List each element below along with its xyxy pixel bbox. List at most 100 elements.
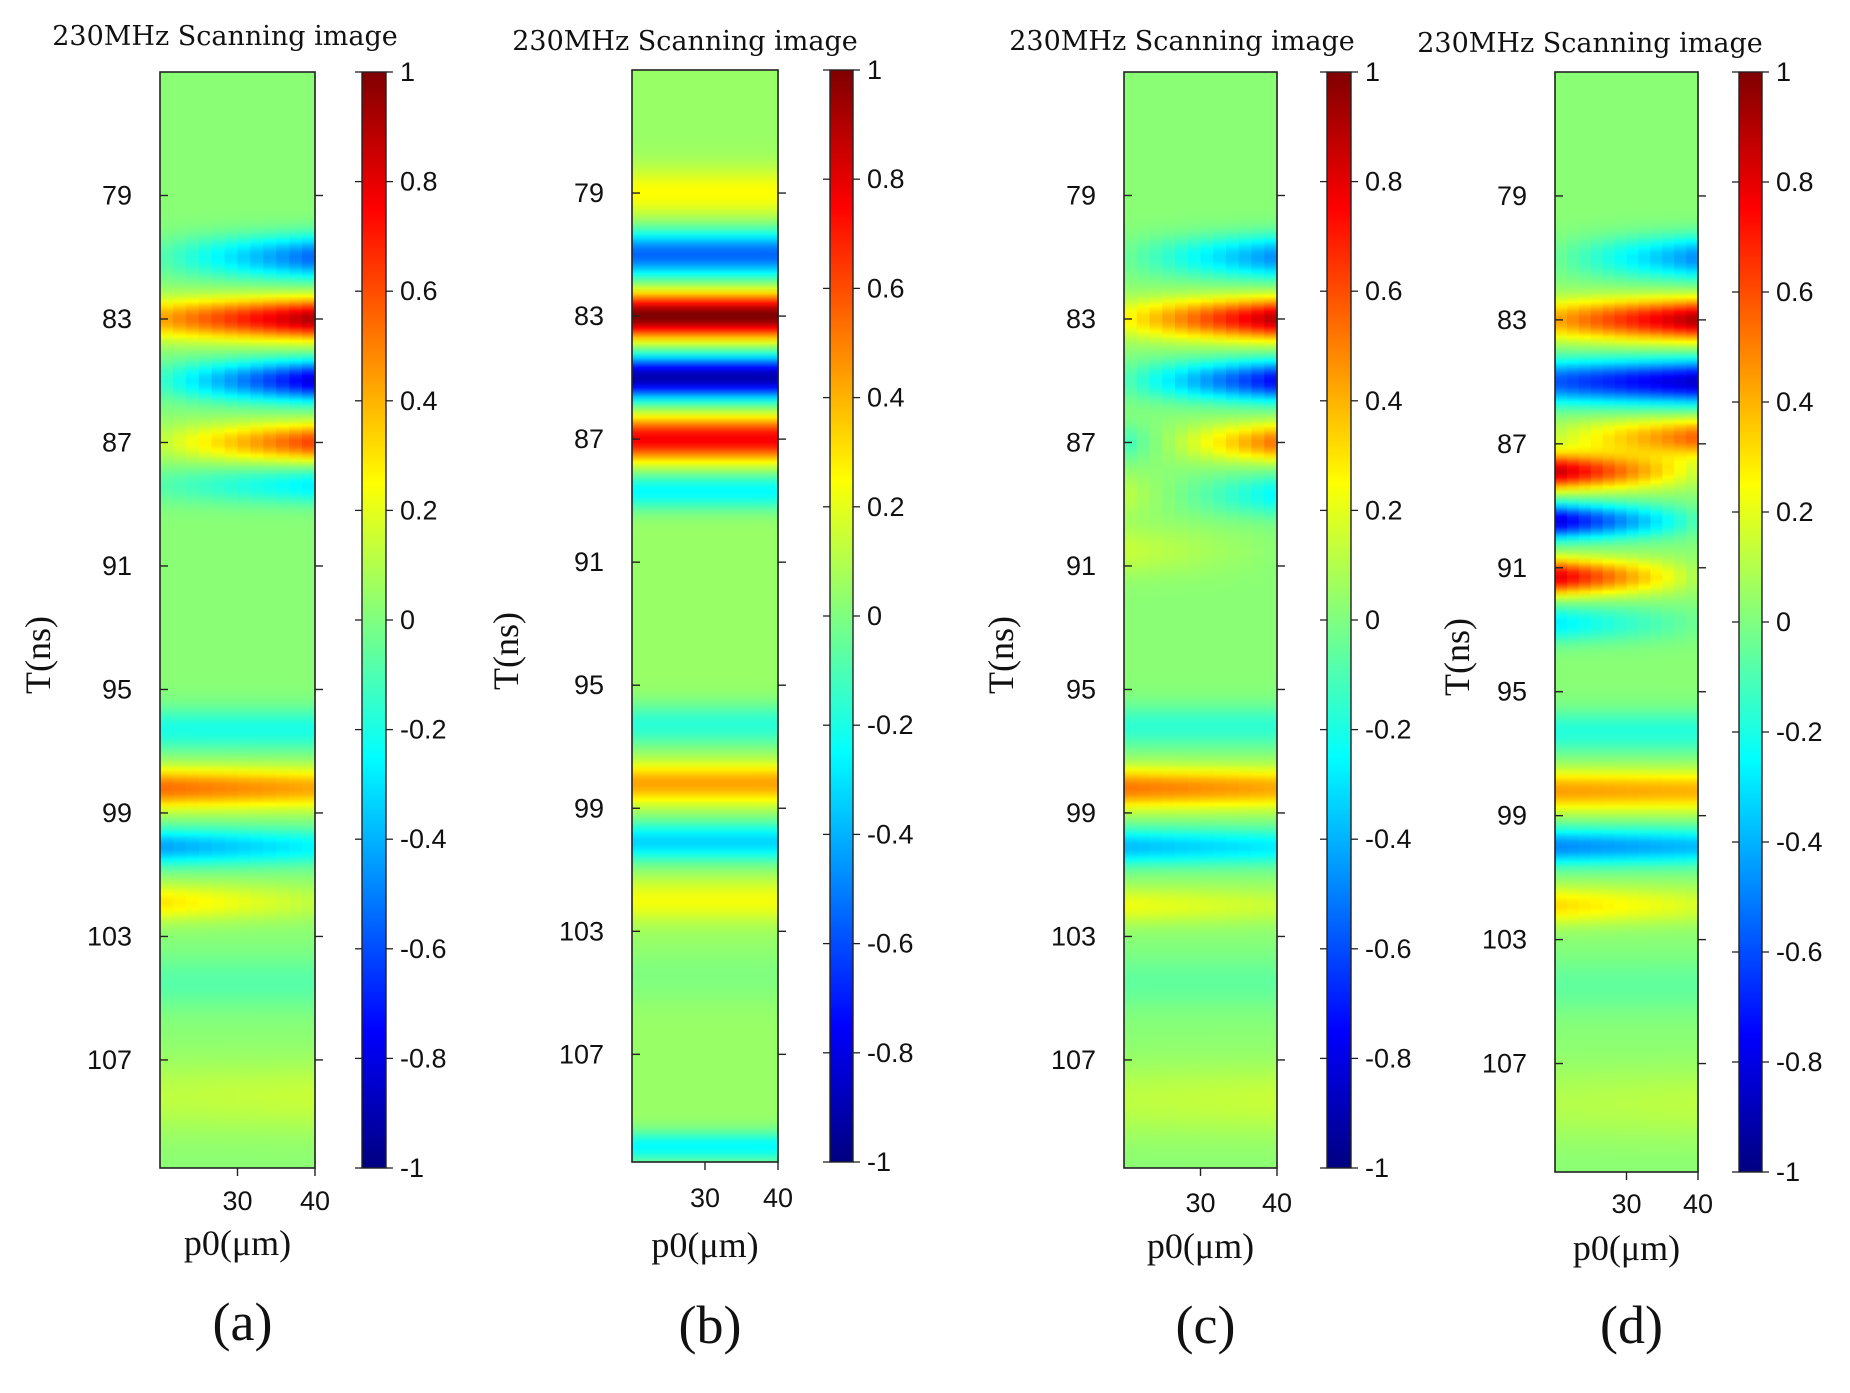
heatmap-column [250,72,265,1168]
colorbar-gradient [1326,71,1352,1169]
heatmap-column [1686,72,1699,1172]
colorbar-gradient [361,71,387,1169]
heatmap-column [1602,72,1616,1172]
colorbar-tick-label: 0.4 [867,383,905,413]
y-axis-label: T(ns) [486,612,526,690]
heatmap-column [1626,72,1640,1172]
heatmap-column [680,70,694,1162]
colorbar-tick-label: 0 [867,601,882,631]
heatmap-column [160,72,174,1168]
heatmap-column [717,70,731,1162]
chart-title: 230MHz Scanning image [1417,28,1763,59]
colorbar-tick-label: -0.6 [1776,937,1823,967]
panel-d: 230MHz Scanning image 79 83 87 91 95 99 103 107 3… [1417,28,1822,1355]
colorbar-tick-label: 0 [400,605,415,635]
colorbar-tick-label: 0 [1776,607,1791,637]
heatmap-column [1226,72,1240,1168]
heatmap-column [237,72,252,1168]
colorbar-gradient [829,69,854,1163]
heatmap-column [1578,72,1592,1172]
heatmap-column [1200,72,1215,1168]
heatmap-column [741,70,755,1162]
heatmap-column [644,70,658,1162]
x-axis-label: p0(μm) [184,1223,291,1263]
panel-a: 230MHz Scanning image 79 83 87 91 95 99 103 107 3… [18,21,447,1352]
heatmap-column [1162,72,1176,1168]
y-tick-label: 87 [574,424,604,454]
x-tick-label: 40 [1683,1189,1713,1219]
y-axis-label: T(ns) [981,616,1021,694]
heatmap-column [1187,72,1202,1168]
heatmap-column [632,70,645,1162]
x-axis: 30 40 [222,1168,330,1216]
chart-title: 230MHz Scanning image [52,21,398,52]
colorbar: 1 0.8 0.6 0.4 0.2 0 -0.2 -0.4 -0.6 -0.8 -1 [1320,57,1412,1183]
heatmap-column [198,72,213,1168]
y-axis: 79 83 87 91 95 99 103 107 [1051,180,1285,1075]
y-tick-label: 107 [1482,1049,1527,1079]
heatmap-column [1590,72,1604,1172]
heatmap-column [289,72,303,1168]
y-tick-label: 107 [1051,1045,1096,1075]
heatmap-column [668,70,682,1162]
x-tick-label: 30 [690,1183,720,1213]
colorbar-tick-label: -0.8 [400,1043,447,1073]
y-tick-label: 99 [102,798,132,828]
y-tick-label: 87 [1497,429,1527,459]
y-tick-label: 87 [1066,427,1096,457]
panel-label: (b) [679,1295,742,1355]
heatmap-column [1555,72,1568,1172]
colorbar-tick-label: 0.8 [867,164,905,194]
heatmap-column [302,72,316,1168]
heatmap-column [1238,72,1253,1168]
y-tick-label: 79 [1066,180,1096,210]
y-axis-label: T(ns) [1437,618,1477,696]
colorbar-tick-label: 0 [1365,605,1380,635]
colorbar-tick-label: -0.2 [400,715,447,745]
colorbar-tick-label: 0.8 [1776,167,1814,197]
colorbar-tick-label: -0.2 [1365,715,1412,745]
y-tick-label: 107 [87,1045,132,1075]
heatmap-column [692,70,706,1162]
y-tick-label: 83 [1497,305,1527,335]
x-axis: 30 40 [690,1162,793,1213]
heatmap-column [1251,72,1266,1168]
y-tick-label: 95 [1497,677,1527,707]
y-tick-label: 95 [102,674,132,704]
heatmap-column [729,70,743,1162]
x-tick-label: 30 [222,1186,252,1216]
colorbar-tick-label: -0.6 [400,934,447,964]
y-tick-label: 83 [102,304,132,334]
colorbar: 1 0.8 0.6 0.4 0.2 0 -0.2 -0.4 -0.6 -0.8 -1 [823,55,914,1177]
colorbar-tick-label: 0.6 [1776,277,1814,307]
y-axis: 79 83 87 91 95 99 103 107 [1482,181,1706,1079]
heatmap-column [1264,72,1278,1168]
x-axis: 30 40 [1185,1168,1292,1218]
y-tick-label: 91 [574,547,604,577]
heatmap-column [1175,72,1189,1168]
x-tick-label: 30 [1185,1188,1215,1218]
panel-c: 230MHz Scanning image 79 83 87 91 95 99 103 107 3… [981,26,1412,1355]
x-tick-label: 40 [300,1186,330,1216]
colorbar-tick-label: 0.6 [1365,276,1403,306]
heatmap-column [172,72,187,1168]
colorbar-tick-label: 0.6 [400,276,438,306]
heatmap-column [1136,72,1151,1168]
heatmap-column [276,72,290,1168]
colorbar-tick-label: -0.4 [867,819,914,849]
panel-label: (a) [213,1292,273,1352]
heatmap-column [1149,72,1164,1168]
colorbar-tick-label: -0.6 [867,929,914,959]
colorbar-tick-label: -0.6 [1365,934,1412,964]
colorbar-tick-label: 1 [867,55,882,85]
panels: 230MHz Scanning image 79 83 87 91 95 99 103 107 3… [18,21,1823,1355]
y-axis: 79 83 87 91 95 99 103 107 [87,180,323,1075]
y-tick-label: 99 [1497,801,1527,831]
colorbar-tick-label: -1 [400,1153,424,1183]
heatmap-column [1124,72,1138,1168]
x-axis: 30 40 [1611,1172,1713,1219]
y-tick-label: 79 [574,178,604,208]
y-axis: 79 83 87 91 95 99 103 107 [559,178,786,1069]
colorbar-tick-label: 0.8 [400,167,438,197]
